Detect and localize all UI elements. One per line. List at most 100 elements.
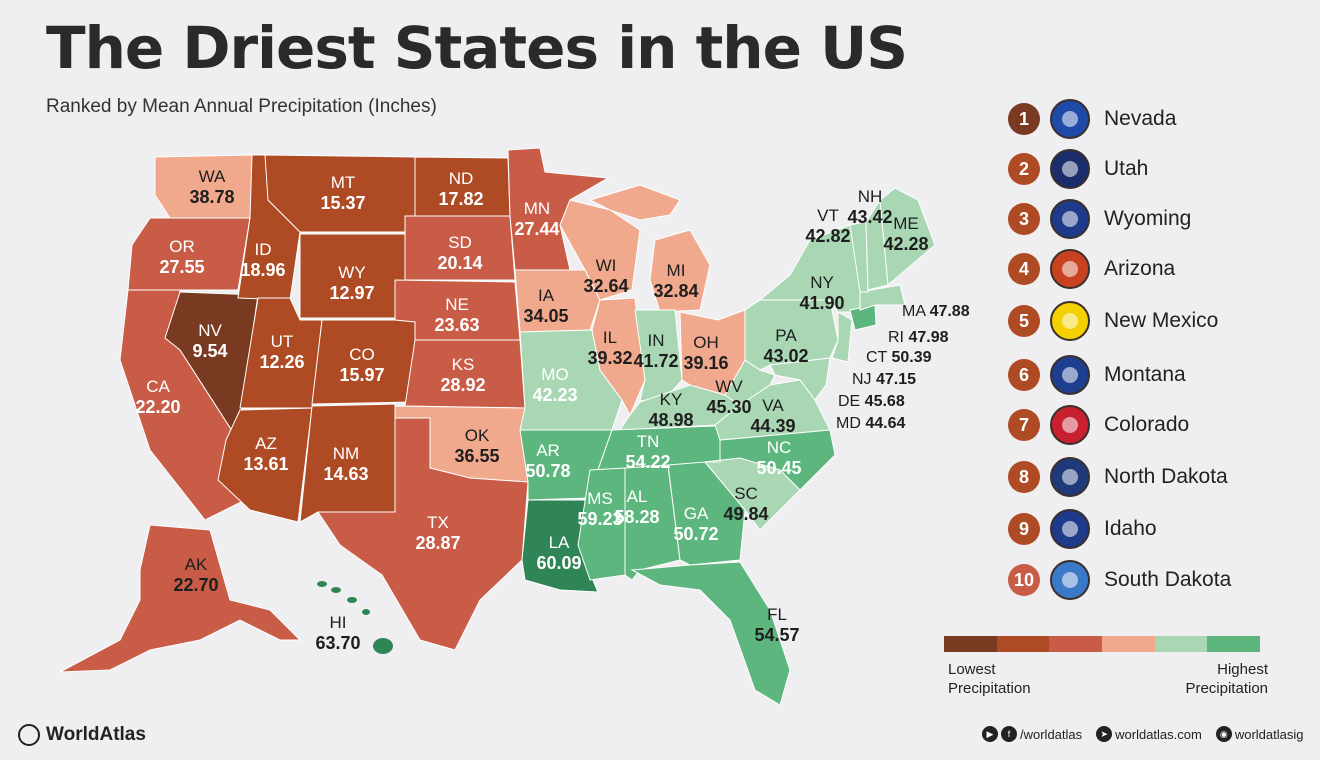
state-value-tn: 54.22 [625,452,670,472]
state-flag-icon [1050,509,1090,549]
state-abbr-ks: KS [452,355,475,374]
state-abbr-me: ME [893,214,919,233]
state-label-ma: MA 47.88 [902,303,970,320]
state-abbr-nh: NH [858,187,883,206]
state-flag-icon [1050,405,1090,445]
state-value: 47.98 [908,329,948,346]
flag-emblem-icon [1062,469,1078,485]
state-ma[interactable] [859,284,906,311]
state-abbr-or: OR [169,237,195,256]
rank-state-name: Arizona [1104,257,1176,280]
website-link[interactable]: worldatlas.com [1115,726,1202,742]
state-value-ia: 34.05 [523,306,568,326]
instagram-icon[interactable]: ◉ [1215,726,1232,742]
state-value-ky: 48.98 [648,410,693,430]
state-value-mt: 15.37 [320,193,365,213]
state-abbr-ut: UT [271,332,294,351]
state-abbr-fl: FL [767,605,787,624]
state-value-wi: 32.64 [583,276,628,296]
scale-segment [1207,636,1261,652]
scale-low-label: Lowest Precipitation [948,660,1031,698]
state-abbr-hi: HI [330,613,347,632]
state-abbr-in: IN [648,331,665,350]
state-value-nm: 14.63 [323,464,368,484]
state-value-co: 15.97 [339,365,384,385]
state-ks[interactable] [404,339,526,409]
state-mi[interactable] [649,229,711,313]
state-vt[interactable] [849,221,869,293]
rank-state-name: Idaho [1104,517,1157,540]
state-value-in: 41.72 [633,351,678,371]
rank-row: 1 Nevada [1008,96,1176,142]
state-abbr-nd: ND [449,169,474,188]
state-abbr-nc: NC [767,438,792,457]
brand-name: WorldAtlas [46,724,146,745]
state-me[interactable] [879,187,936,287]
state-abbr-ne: NE [445,295,469,314]
flag-emblem-icon [1062,261,1078,277]
facebook-icon[interactable]: f [1001,726,1017,742]
state-value-ca: 22.20 [135,397,180,417]
state-mt[interactable] [264,154,416,233]
state-flag-icon [1050,560,1090,600]
state-abbr-ms: MS [587,489,613,508]
state-abbr-nv: NV [198,321,222,340]
scale-high-line2: Precipitation [1185,680,1268,697]
state-value-va: 44.39 [750,416,795,436]
state-hi[interactable] [317,581,393,654]
state-value-nc: 50.45 [756,458,801,478]
rank-badge: 6 [1008,359,1040,391]
scale-segment [1154,636,1208,652]
state-wi[interactable] [559,199,641,301]
state-value-wy: 12.97 [329,283,374,303]
state-nj[interactable] [831,311,853,363]
state-nc[interactable] [704,429,836,491]
youtube-icon[interactable]: ▶ [982,726,998,742]
state-value-ut: 12.26 [259,352,304,372]
state-value: 47.88 [930,303,970,320]
rank-badge: 8 [1008,461,1040,493]
state-sd[interactable] [404,215,516,281]
state-abbr: MD [836,415,865,432]
scale-low-line1: Lowest [948,661,996,678]
state-md[interactable] [769,357,831,401]
state-va[interactable] [714,379,831,441]
state-fl[interactable] [630,561,791,706]
state-value-fl: 54.57 [754,625,799,645]
state-abbr-oh: OH [693,333,719,352]
state-value: 47.15 [876,371,916,388]
facebook-handle[interactable]: /worldatlas [1020,726,1083,742]
state-abbr-la: LA [549,533,570,552]
rank-row: 2 Utah [1008,146,1148,192]
state-value-hi: 63.70 [315,633,360,653]
rank-badge: 1 [1008,103,1040,135]
state-abbr: CT [866,349,891,366]
flag-emblem-icon [1062,572,1078,588]
state-abbr-ak: AK [185,555,208,574]
state-nm[interactable] [299,403,396,523]
state-abbr-sd: SD [448,233,472,252]
state-abbr-co: CO [349,345,375,364]
flag-emblem-icon [1062,521,1078,537]
rank-row: 4 Arizona [1008,246,1175,292]
rank-state-name: Wyoming [1104,207,1192,230]
state-shapes [59,147,936,706]
state-value: 50.39 [891,349,931,366]
state-ms[interactable] [577,467,626,581]
scale-segment [1102,636,1155,652]
state-abbr-nm: NM [333,444,359,463]
state-value-nh: 43.42 [847,207,892,227]
state-or[interactable] [127,217,251,291]
state-value-tx: 28.87 [415,533,460,553]
brand-logo[interactable]: WorldAtlas [18,724,146,746]
state-value-id: 18.96 [240,260,285,280]
state-tx[interactable] [317,417,529,651]
state-abbr-vt: VT [817,206,839,225]
instagram-handle[interactable]: worldatlasig [1234,726,1304,742]
state-ak[interactable] [59,524,302,673]
rank-state-name: New Mexico [1104,309,1219,332]
state-ia[interactable] [514,269,601,333]
state-abbr-mt: MT [331,173,356,192]
state-abbr-wa: WA [199,167,226,186]
rank-state-name: Nevada [1104,107,1177,130]
